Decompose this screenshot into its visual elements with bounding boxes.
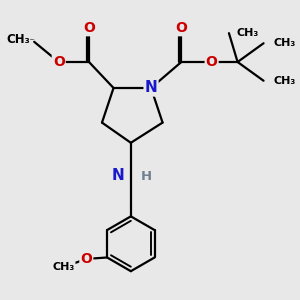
Text: O: O: [83, 21, 95, 35]
Text: O: O: [206, 55, 218, 69]
Text: methoxy: methoxy: [61, 266, 67, 267]
Text: O: O: [80, 252, 92, 266]
Text: CH₃: CH₃: [53, 262, 75, 272]
Text: methyl: methyl: [62, 266, 67, 267]
Text: N: N: [112, 169, 124, 184]
Text: N: N: [145, 80, 158, 95]
Text: H: H: [141, 170, 152, 183]
Text: CH₃: CH₃: [274, 38, 296, 48]
Text: O: O: [176, 21, 187, 35]
Text: O: O: [53, 55, 64, 69]
Text: methyl: methyl: [30, 38, 35, 40]
Text: CH₃: CH₃: [274, 76, 296, 86]
Text: CH₃: CH₃: [236, 28, 258, 38]
Text: CH₃: CH₃: [6, 33, 30, 46]
